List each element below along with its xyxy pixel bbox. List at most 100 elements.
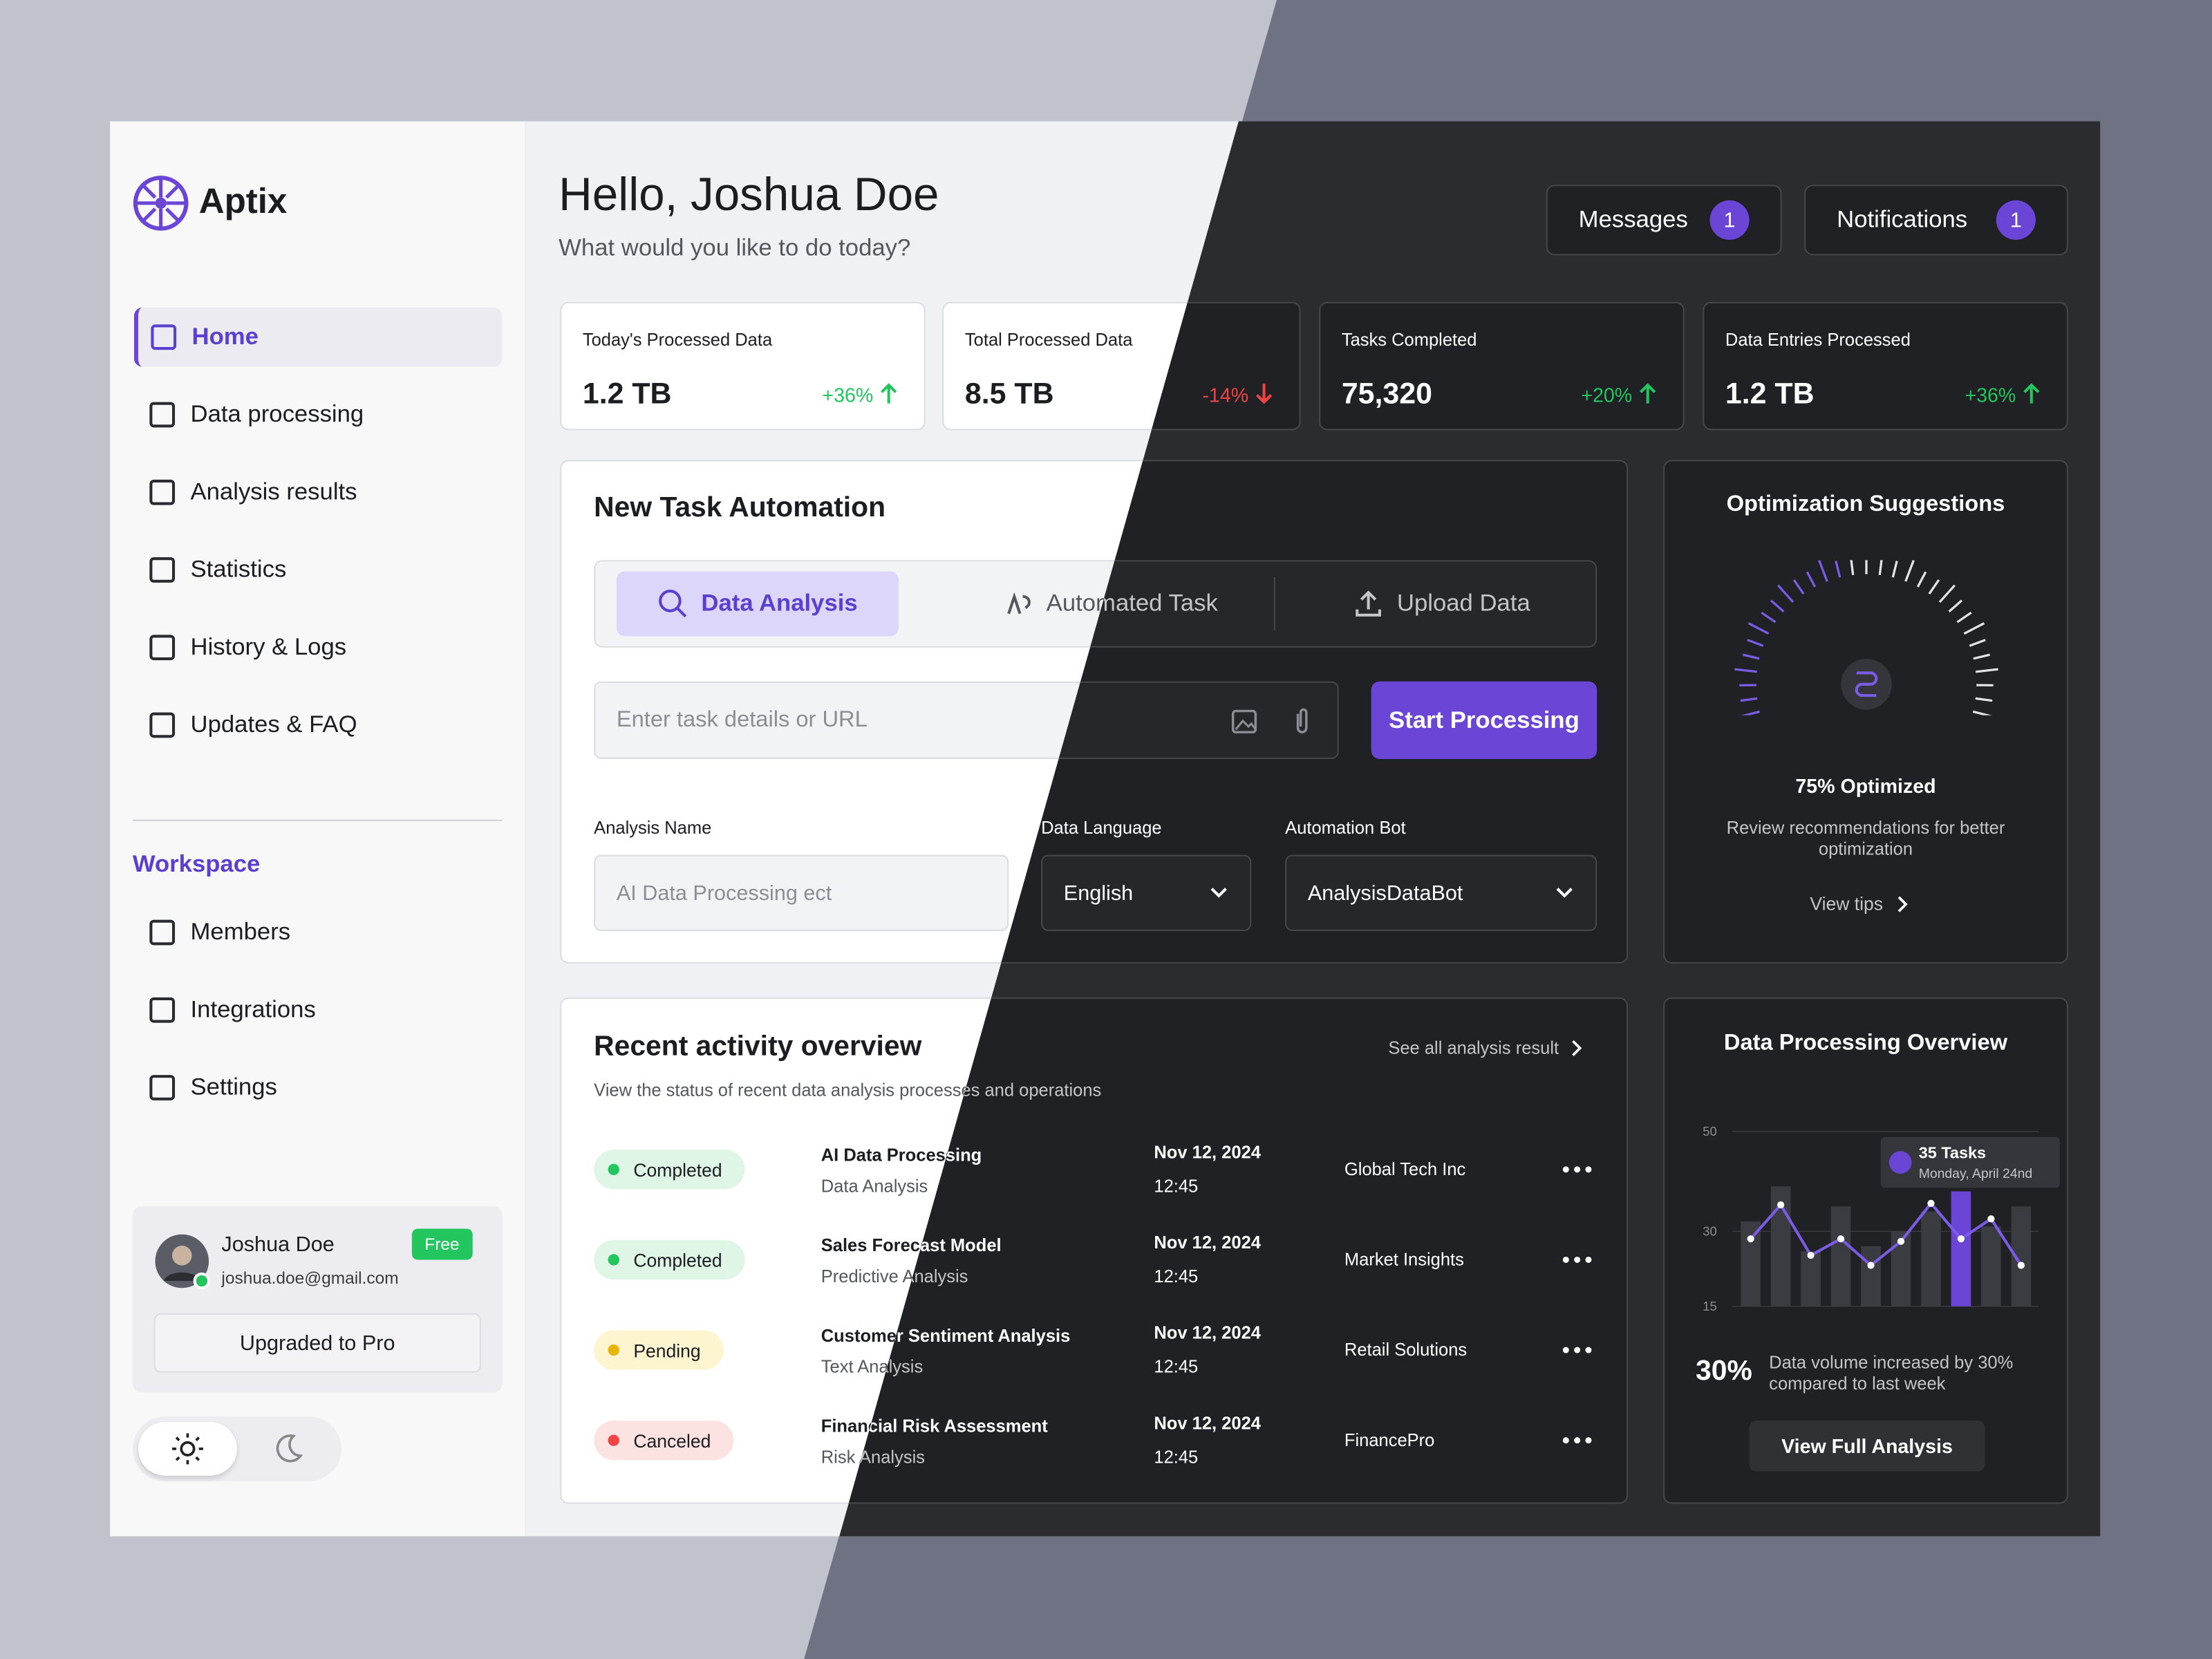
chevron bbox=[1897, 896, 1908, 912]
field-label: Automation Bot bbox=[1285, 818, 1406, 838]
tab[interactable]: Data Analysis bbox=[616, 571, 899, 637]
attach-icon[interactable] bbox=[1286, 705, 1318, 736]
nav-icon bbox=[149, 919, 176, 946]
nav-item[interactable]: Members bbox=[134, 903, 503, 962]
field[interactable]: AI Data Processing ect bbox=[594, 854, 1009, 931]
task-time: 12:45 bbox=[1154, 1357, 1199, 1377]
nav-icon bbox=[149, 712, 176, 738]
tab-label: Data Analysis bbox=[701, 590, 858, 617]
view-tips[interactable]: View tips bbox=[1810, 892, 1884, 915]
stat-change: +36% bbox=[1965, 384, 2016, 406]
task-time: 12:45 bbox=[1154, 1177, 1199, 1197]
greeting-subtitle: What would you like to do today? bbox=[559, 234, 911, 261]
stat-card: Tasks Completed 75,320 +20% bbox=[1319, 301, 1685, 431]
more-button[interactable] bbox=[1562, 1333, 1593, 1374]
start-button[interactable]: Start Processing bbox=[1371, 681, 1597, 759]
nav-icon bbox=[149, 997, 176, 1023]
status-pill: Canceled bbox=[594, 1421, 734, 1461]
task-date: Nov 12, 2024 bbox=[1154, 1413, 1261, 1434]
nav-icon bbox=[149, 1075, 176, 1100]
trend-arrow bbox=[1640, 383, 1656, 404]
field[interactable]: English bbox=[1041, 854, 1252, 931]
nav-item[interactable]: Settings bbox=[134, 1058, 503, 1118]
gauge-tick bbox=[1904, 560, 1915, 582]
stat-label: Data Entries Processed bbox=[1725, 330, 1911, 350]
optimization-card: Optimization Suggestions 75% Optimized R… bbox=[1663, 460, 2068, 964]
sun-icon bbox=[171, 1433, 203, 1465]
task-date: Nov 12, 2024 bbox=[1154, 1232, 1261, 1253]
gauge-tick bbox=[1878, 560, 1883, 575]
gauge-tick bbox=[1818, 560, 1828, 582]
nav-item[interactable]: Data processing bbox=[134, 385, 503, 444]
nav-item[interactable]: Statistics bbox=[134, 541, 503, 600]
icon-path bbox=[1006, 592, 1031, 615]
stat-value: 1.2 TB bbox=[582, 377, 672, 411]
more-button[interactable] bbox=[1562, 1243, 1593, 1284]
arrow-path bbox=[1640, 383, 1656, 404]
stat-label: Total Processed Data bbox=[964, 330, 1133, 350]
tooltip-title: 35 Tasks bbox=[1919, 1144, 1986, 1162]
input-placeholder: Enter task details or URL bbox=[616, 708, 868, 733]
theme-toggle[interactable] bbox=[132, 1416, 341, 1481]
gauge-tick bbox=[1973, 653, 1991, 660]
gauge-tick bbox=[1742, 653, 1760, 660]
overview-title: Data Processing Overview bbox=[1723, 1031, 2008, 1056]
see-all-link[interactable]: See all analysis result bbox=[1388, 1038, 1559, 1058]
gauge-tick bbox=[1916, 571, 1927, 588]
gauge-tick bbox=[1972, 710, 1996, 715]
trend-arrow bbox=[1255, 384, 1273, 404]
upgrade-button[interactable]: Upgraded to Pro bbox=[153, 1313, 481, 1373]
moon-icon[interactable] bbox=[271, 1432, 305, 1465]
field[interactable]: AnalysisDataBot bbox=[1285, 854, 1597, 931]
stat-change: -14% bbox=[1202, 384, 1249, 406]
gauge-tick bbox=[1747, 622, 1770, 635]
overview-percent: 30% bbox=[1696, 1356, 1752, 1387]
nav-item[interactable]: Integrations bbox=[134, 980, 503, 1040]
nav-item[interactable]: History & Logs bbox=[134, 618, 503, 677]
status-pill: Pending bbox=[594, 1330, 724, 1370]
tooltip bbox=[1880, 1136, 2060, 1188]
gauge-icon bbox=[1855, 671, 1878, 697]
nav-item[interactable]: Analysis results bbox=[134, 462, 503, 522]
more-button[interactable] bbox=[1562, 1423, 1593, 1464]
gauge-tick bbox=[1928, 579, 1940, 595]
dropdown-chevron bbox=[1210, 888, 1227, 898]
nav-label: Settings bbox=[190, 1074, 277, 1100]
gauge-tick bbox=[1806, 571, 1817, 588]
greeting: Hello, Joshua Doe bbox=[559, 167, 939, 221]
field-value: AI Data Processing ect bbox=[616, 881, 832, 906]
nav-label: Integrations bbox=[190, 995, 316, 1023]
line-point bbox=[1807, 1251, 1815, 1259]
stat-card: Data Entries Processed 1.2 TB +36% bbox=[1703, 301, 2068, 431]
gauge bbox=[1734, 560, 1998, 715]
gauge-tick bbox=[1835, 561, 1841, 578]
nav-item[interactable]: Home bbox=[133, 307, 503, 367]
stat-change: +36% bbox=[822, 384, 874, 406]
messages-label: Messages bbox=[1578, 205, 1688, 233]
gauge-tick bbox=[1777, 584, 1794, 603]
view-analysis-button[interactable]: View Full Analysis bbox=[1749, 1421, 1985, 1472]
icon-path bbox=[1356, 590, 1382, 617]
activity-title: Recent activity overview bbox=[594, 1031, 922, 1062]
bar bbox=[1981, 1226, 2001, 1306]
notifications-button[interactable]: Notifications 1 bbox=[1804, 185, 2068, 256]
line-point bbox=[1867, 1262, 1875, 1269]
nav-label: Analysis results bbox=[190, 478, 357, 505]
messages-button[interactable]: Messages 1 bbox=[1546, 185, 1782, 256]
y-tick-label: 15 bbox=[1703, 1299, 1716, 1313]
task-client: Retail Solutions bbox=[1344, 1340, 1468, 1360]
image-icon[interactable] bbox=[1230, 705, 1262, 736]
tab[interactable]: Upload Data bbox=[1286, 572, 1597, 637]
more-button[interactable] bbox=[1562, 1152, 1593, 1193]
stat-label: Today's Processed Data bbox=[582, 330, 773, 350]
line-point bbox=[1747, 1235, 1754, 1243]
arrow-path bbox=[881, 383, 897, 404]
line-point bbox=[2017, 1262, 2025, 1269]
light-mode[interactable] bbox=[138, 1422, 237, 1476]
dropdown-chevron bbox=[1556, 888, 1573, 898]
stat-value: 8.5 TB bbox=[964, 377, 1054, 411]
gauge-tick bbox=[1740, 697, 1758, 702]
nav-icon bbox=[149, 635, 176, 661]
nav-item[interactable]: Updates & FAQ bbox=[134, 695, 503, 755]
